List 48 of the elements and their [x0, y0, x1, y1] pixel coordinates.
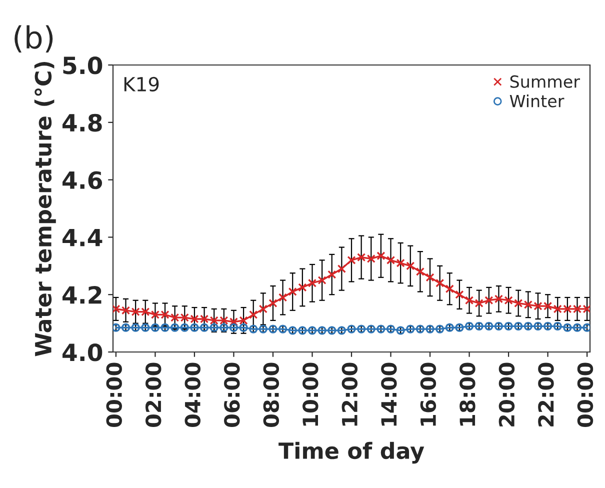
y-axis-title: Water temperature (°C) [34, 62, 56, 356]
point [455, 290, 464, 299]
y-tick-label: 4.8 [62, 114, 102, 132]
point [113, 323, 120, 332]
point [445, 284, 454, 294]
legend-label: Winter [510, 94, 564, 108]
y-tick-label: 4.4 [62, 228, 102, 246]
x-tick-label: 06:00 [224, 362, 240, 428]
point [288, 287, 297, 296]
point [416, 267, 425, 276]
point [318, 276, 326, 285]
x-tick-label: 00:00 [577, 362, 594, 428]
y-tick-label: 4.6 [62, 171, 102, 190]
y-tick-label: 4.2 [62, 286, 102, 304]
x-tick-label: 22:00 [538, 362, 554, 426]
x-tick-label: 04:00 [184, 362, 201, 428]
point [337, 264, 346, 274]
x-tick-label: 02:00 [145, 362, 162, 428]
point [258, 304, 268, 314]
point [474, 298, 484, 308]
x-tick-label: 08:00 [263, 362, 280, 428]
point [308, 278, 317, 288]
x-tick-label: 12:00 [342, 362, 358, 426]
point [347, 256, 356, 264]
point [386, 256, 396, 264]
x-tick-label: 16:00 [420, 362, 436, 426]
annotation: K19 [124, 76, 159, 92]
x-tick-label: 14:00 [381, 362, 397, 426]
point [328, 270, 336, 279]
point [436, 278, 444, 288]
point [249, 310, 258, 319]
point [464, 296, 474, 305]
legend-label: Summer [510, 75, 580, 88]
point [426, 273, 434, 282]
point [376, 252, 386, 260]
x-axis-title: Time of day [278, 442, 424, 464]
point [396, 258, 405, 268]
point [278, 293, 288, 302]
x-tick-label: 00:00 [106, 362, 122, 428]
point [268, 298, 278, 308]
x-tick-label: 10:00 [302, 362, 318, 426]
y-tick-label: 4.0 [62, 343, 102, 362]
text: (b) [14, 25, 53, 52]
y-tick-label: 5.0 [63, 56, 102, 74]
x-tick-label: 18:00 [460, 362, 476, 426]
x-tick-label: 20:00 [498, 362, 515, 426]
point [298, 283, 307, 292]
point [406, 262, 415, 270]
